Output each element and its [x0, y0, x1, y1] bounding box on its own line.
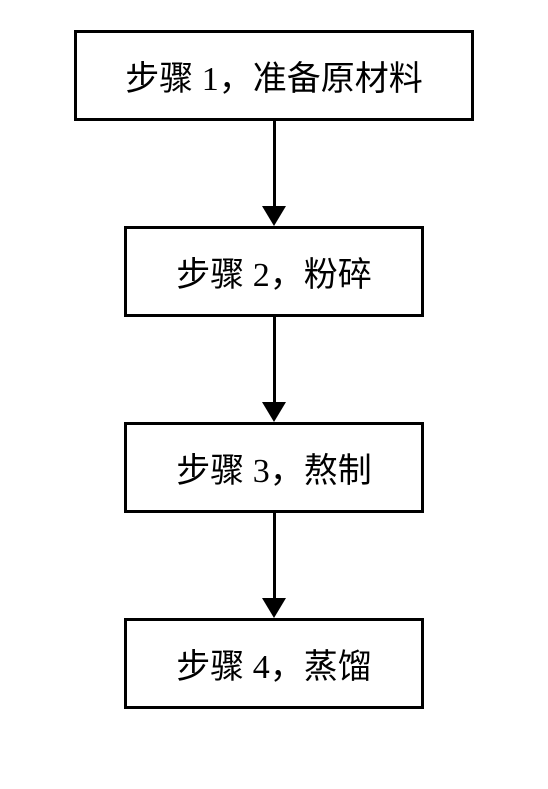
arrow-line [273, 121, 276, 206]
flowchart-node-step4: 步骤 4，蒸馏 [124, 618, 424, 709]
flowchart-arrow-2 [262, 317, 286, 422]
flowchart-node-step2: 步骤 2，粉碎 [124, 226, 424, 317]
arrow-head-icon [262, 402, 286, 422]
node-label: 步骤 2，粉碎 [176, 257, 372, 294]
node-label: 步骤 4，蒸馏 [176, 649, 372, 686]
arrow-head-icon [262, 598, 286, 618]
flowchart-container: 步骤 1，准备原材料 步骤 2，粉碎 步骤 3，熬制 步骤 4，蒸馏 [74, 30, 474, 709]
flowchart-arrow-1 [262, 121, 286, 226]
flowchart-arrow-3 [262, 513, 286, 618]
arrow-line [273, 513, 276, 598]
node-label: 步骤 1，准备原材料 [125, 61, 423, 98]
flowchart-node-step1: 步骤 1，准备原材料 [74, 30, 474, 121]
node-label: 步骤 3，熬制 [176, 453, 372, 490]
arrow-line [273, 317, 276, 402]
arrow-head-icon [262, 206, 286, 226]
flowchart-node-step3: 步骤 3，熬制 [124, 422, 424, 513]
